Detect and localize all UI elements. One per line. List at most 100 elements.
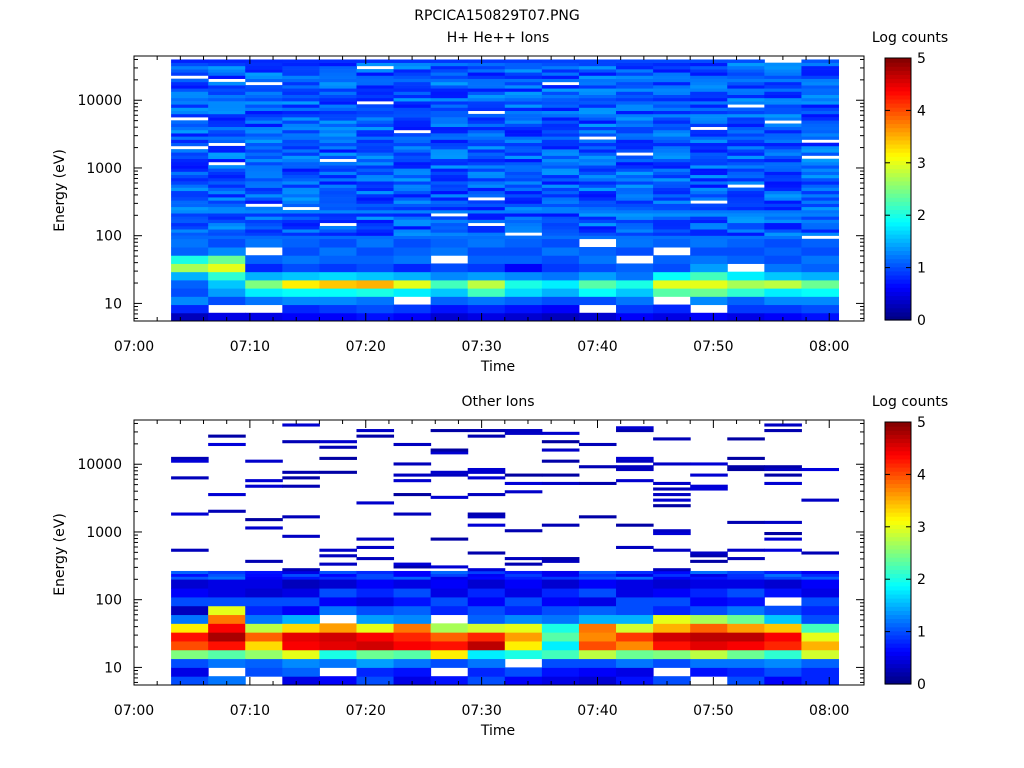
heatmap-cell bbox=[764, 288, 802, 297]
heatmap-cell bbox=[356, 576, 395, 580]
heatmap-cell bbox=[801, 117, 840, 121]
heatmap-cell bbox=[467, 94, 506, 99]
heatmap-cell bbox=[393, 605, 432, 616]
colorbar-segment bbox=[885, 585, 911, 591]
heatmap-cell bbox=[801, 206, 840, 211]
heatmap-cell bbox=[245, 667, 283, 677]
heatmap-cell bbox=[578, 110, 617, 115]
heatmap-cell bbox=[208, 605, 246, 616]
colorbar-segment bbox=[885, 544, 911, 550]
heatmap-cell bbox=[467, 123, 506, 128]
heatmap-cell bbox=[282, 247, 320, 256]
heatmap-cell bbox=[208, 177, 246, 182]
heatmap-cell bbox=[430, 177, 469, 182]
heatmap-cell bbox=[245, 187, 283, 192]
heatmap-cell bbox=[504, 193, 543, 198]
heatmap-cell bbox=[616, 614, 654, 624]
heatmap-cell bbox=[430, 78, 469, 83]
heatmap-cell bbox=[282, 238, 320, 248]
heatmap-cell bbox=[578, 155, 617, 160]
heatmap-cell bbox=[467, 161, 506, 166]
heatmap-cell bbox=[467, 605, 506, 616]
heatmap-cell bbox=[467, 59, 506, 63]
heatmap-cell bbox=[801, 304, 840, 314]
heatmap-cell bbox=[690, 161, 728, 166]
heatmap-cell bbox=[504, 271, 543, 281]
heatmap-cell bbox=[208, 206, 246, 211]
heatmap-cell bbox=[245, 123, 283, 128]
heatmap-cell bbox=[245, 97, 283, 102]
heatmap-cell bbox=[171, 304, 209, 314]
heatmap-cell bbox=[319, 59, 357, 63]
heatmap-cell bbox=[171, 247, 209, 256]
heatmap-cell bbox=[727, 62, 765, 67]
heatmap-cell bbox=[616, 110, 654, 115]
heatmap-cell bbox=[245, 222, 283, 227]
heatmap-cell bbox=[356, 434, 395, 438]
heatmap-cell bbox=[467, 649, 506, 660]
heatmap-cell bbox=[467, 312, 506, 322]
heatmap-cell bbox=[578, 614, 617, 624]
heatmap-cell bbox=[245, 85, 283, 89]
heatmap-cell bbox=[282, 579, 320, 589]
heatmap-cell bbox=[764, 667, 802, 677]
heatmap-cell bbox=[764, 235, 802, 240]
colorbar-segment bbox=[885, 659, 911, 665]
heatmap-cell bbox=[616, 62, 654, 67]
heatmap-cell bbox=[282, 570, 320, 575]
heatmap-cell bbox=[801, 174, 840, 179]
heatmap-cell bbox=[171, 596, 209, 607]
heatmap-cell bbox=[208, 75, 246, 79]
heatmap-cell bbox=[764, 465, 802, 469]
heatmap-cell bbox=[764, 65, 802, 70]
heatmap-cell bbox=[616, 576, 654, 580]
colorbar-segment bbox=[885, 483, 911, 489]
heatmap-cell bbox=[801, 126, 840, 131]
heatmap-cell bbox=[282, 255, 320, 264]
heatmap-cell bbox=[245, 596, 283, 607]
heatmap-cell bbox=[467, 429, 506, 433]
heatmap-cell bbox=[578, 161, 617, 166]
heatmap-cell bbox=[764, 209, 802, 214]
heatmap-cell bbox=[171, 187, 209, 192]
heatmap-cell bbox=[430, 120, 469, 124]
heatmap-cell bbox=[727, 588, 765, 598]
heatmap-cell bbox=[208, 139, 246, 144]
heatmap-cell bbox=[356, 206, 395, 211]
heatmap-cell bbox=[690, 312, 728, 322]
heatmap-cell bbox=[171, 149, 209, 153]
heatmap-cell bbox=[578, 442, 617, 447]
x-tick-label: 07:20 bbox=[346, 339, 386, 355]
heatmap-cell bbox=[653, 149, 691, 153]
heatmap-cell bbox=[541, 570, 580, 575]
heatmap-cell bbox=[356, 640, 395, 651]
heatmap-cell bbox=[356, 94, 395, 99]
heatmap-cell bbox=[801, 279, 840, 289]
heatmap-cell bbox=[690, 247, 728, 256]
heatmap-cell bbox=[282, 640, 320, 651]
heatmap-cell bbox=[690, 232, 728, 236]
heatmap-cell bbox=[616, 69, 654, 73]
heatmap-cell bbox=[282, 568, 320, 572]
heatmap-cell bbox=[801, 65, 840, 70]
heatmap-cell bbox=[171, 62, 209, 67]
heatmap-cell bbox=[801, 129, 840, 134]
heatmap-cell bbox=[690, 171, 728, 176]
heatmap-cell bbox=[282, 187, 320, 192]
heatmap-cell bbox=[764, 145, 802, 150]
heatmap-cell bbox=[245, 658, 283, 668]
heatmap-cell bbox=[541, 459, 580, 463]
heatmap-cell bbox=[764, 640, 802, 651]
heatmap-cell bbox=[727, 197, 765, 201]
heatmap-cell bbox=[504, 107, 543, 112]
heatmap-cell bbox=[727, 520, 765, 524]
heatmap-cell bbox=[690, 91, 728, 95]
heatmap-cell bbox=[541, 187, 580, 192]
heatmap-cell bbox=[393, 139, 432, 144]
colorbar-segment bbox=[885, 471, 911, 476]
colorbar-segment bbox=[885, 507, 911, 513]
colorbar-segment bbox=[885, 176, 911, 182]
heatmap-cell bbox=[541, 110, 580, 115]
heatmap-cell bbox=[319, 197, 357, 201]
heatmap-cell bbox=[208, 155, 246, 160]
